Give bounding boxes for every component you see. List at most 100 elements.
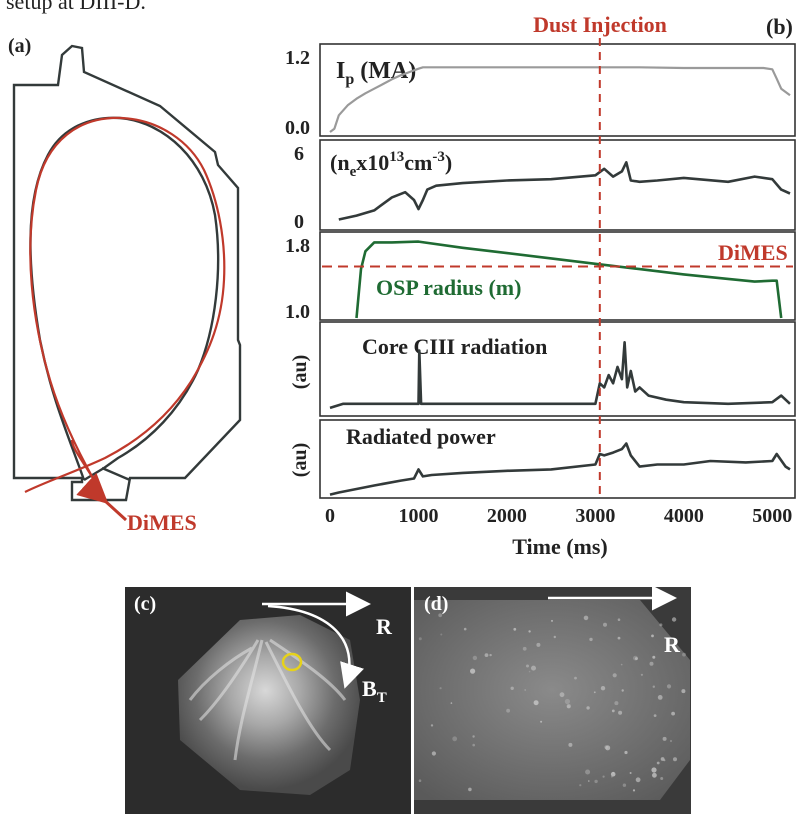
speckle: [666, 684, 672, 689]
speckle: [559, 692, 565, 698]
speckle: [531, 665, 536, 671]
x-tick-label: 3000: [575, 505, 615, 527]
speckle: [660, 757, 665, 761]
speckle: [622, 783, 627, 787]
panel-c-r-label: R: [376, 614, 393, 639]
speckle: [506, 708, 510, 713]
speckle: [528, 670, 531, 673]
speckle: [472, 735, 475, 738]
panel-b: (b) Dust Injection 1.2 0.0 6 0 1.8 1.0 (…: [285, 12, 796, 559]
speckle: [579, 784, 582, 787]
speckle: [439, 687, 442, 690]
panel-c-bt-arrow: [267, 604, 364, 689]
speckle: [617, 618, 621, 621]
speckle: [585, 769, 591, 775]
speckle: [659, 623, 663, 627]
ytick-osp-bottom: 1.0: [285, 301, 310, 323]
speckle: [662, 736, 667, 741]
speckle: [640, 673, 644, 676]
panel-c-bt-label: BT: [362, 676, 387, 706]
speckle: [618, 710, 623, 715]
frame-osp: [319, 231, 796, 321]
speckle: [568, 742, 573, 747]
speckle: [522, 646, 527, 651]
speckle: [567, 705, 571, 709]
title-ciii: Core CIII radiation: [362, 334, 547, 359]
dust-injection-label: Dust Injection: [533, 12, 667, 37]
speckle: [468, 787, 472, 792]
radiated-power-trace: [329, 442, 791, 496]
frame-ciii: [319, 321, 796, 417]
speckle: [652, 655, 656, 659]
speckle: [620, 663, 623, 666]
speckle: [652, 772, 657, 778]
panel-b-label: (b): [766, 14, 793, 39]
speckle: [526, 664, 529, 668]
speckle: [540, 720, 543, 723]
speckle: [614, 701, 619, 706]
speckle: [651, 634, 654, 638]
x-ticks: 0 1000 2000 3000 4000 5000: [325, 505, 792, 527]
speckle: [603, 622, 607, 627]
panel-a: (a) DiMES: [8, 35, 242, 535]
speckle: [553, 635, 556, 639]
speckle: [682, 652, 686, 657]
ytick-ip-top: 1.2: [285, 47, 310, 69]
frame-prad: [319, 419, 796, 499]
panel-c-glow: [178, 615, 360, 795]
panel-d-glow: [414, 600, 690, 800]
speckle: [671, 617, 677, 622]
speckle: [660, 777, 664, 780]
x-axis-label: Time (ms): [512, 534, 608, 559]
speckle: [418, 637, 422, 641]
dimes-arrow: [76, 472, 128, 522]
speckle: [574, 676, 577, 680]
speckle: [634, 657, 638, 661]
speckle: [673, 757, 677, 762]
speckle: [510, 686, 514, 690]
black-shape: [29, 116, 220, 482]
speckle: [671, 711, 675, 716]
vessel-outline: [12, 44, 242, 502]
speckle: [586, 706, 590, 710]
speckle: [681, 689, 686, 694]
speckle: [635, 777, 641, 783]
x-tick-label: 5000: [752, 505, 792, 527]
speckle: [440, 633, 443, 636]
speckle: [524, 689, 527, 691]
panel-c-yellow-marker: [281, 652, 303, 672]
top-caption: setup at DIII-D.: [6, 0, 146, 14]
traces: [322, 38, 793, 500]
speckle: [593, 691, 596, 694]
speckle: [657, 695, 663, 700]
speckle: [600, 686, 606, 691]
speckle: [629, 772, 632, 774]
speckle: [528, 630, 531, 633]
speckle: [431, 751, 436, 756]
speckle: [604, 745, 609, 749]
speckle: [566, 704, 571, 709]
ylabel-prad: (au): [289, 443, 311, 477]
panel-a-label: (a): [8, 35, 31, 57]
speckle: [463, 627, 467, 631]
speckle: [633, 655, 638, 661]
frame-ip: [319, 43, 796, 137]
x-tick-label: 0: [325, 505, 335, 527]
ytick-osp-top: 1.8: [285, 235, 310, 257]
dimes-label-b: DiMES: [718, 240, 788, 265]
x-tick-label: 2000: [487, 505, 527, 527]
speckle: [472, 655, 478, 661]
speckle: [418, 779, 422, 782]
speckle: [617, 636, 621, 640]
speckle: [450, 702, 453, 704]
dimes-label-a: DiMES: [127, 510, 197, 535]
red-shape: [24, 116, 226, 493]
speckle: [651, 767, 657, 773]
title-prad: Radiated power: [346, 424, 496, 449]
speckle: [472, 743, 476, 747]
osp-radius-trace: [355, 240, 783, 319]
speckle: [470, 668, 476, 674]
panel-d-r-label: R: [664, 632, 681, 657]
speckle: [610, 771, 616, 777]
